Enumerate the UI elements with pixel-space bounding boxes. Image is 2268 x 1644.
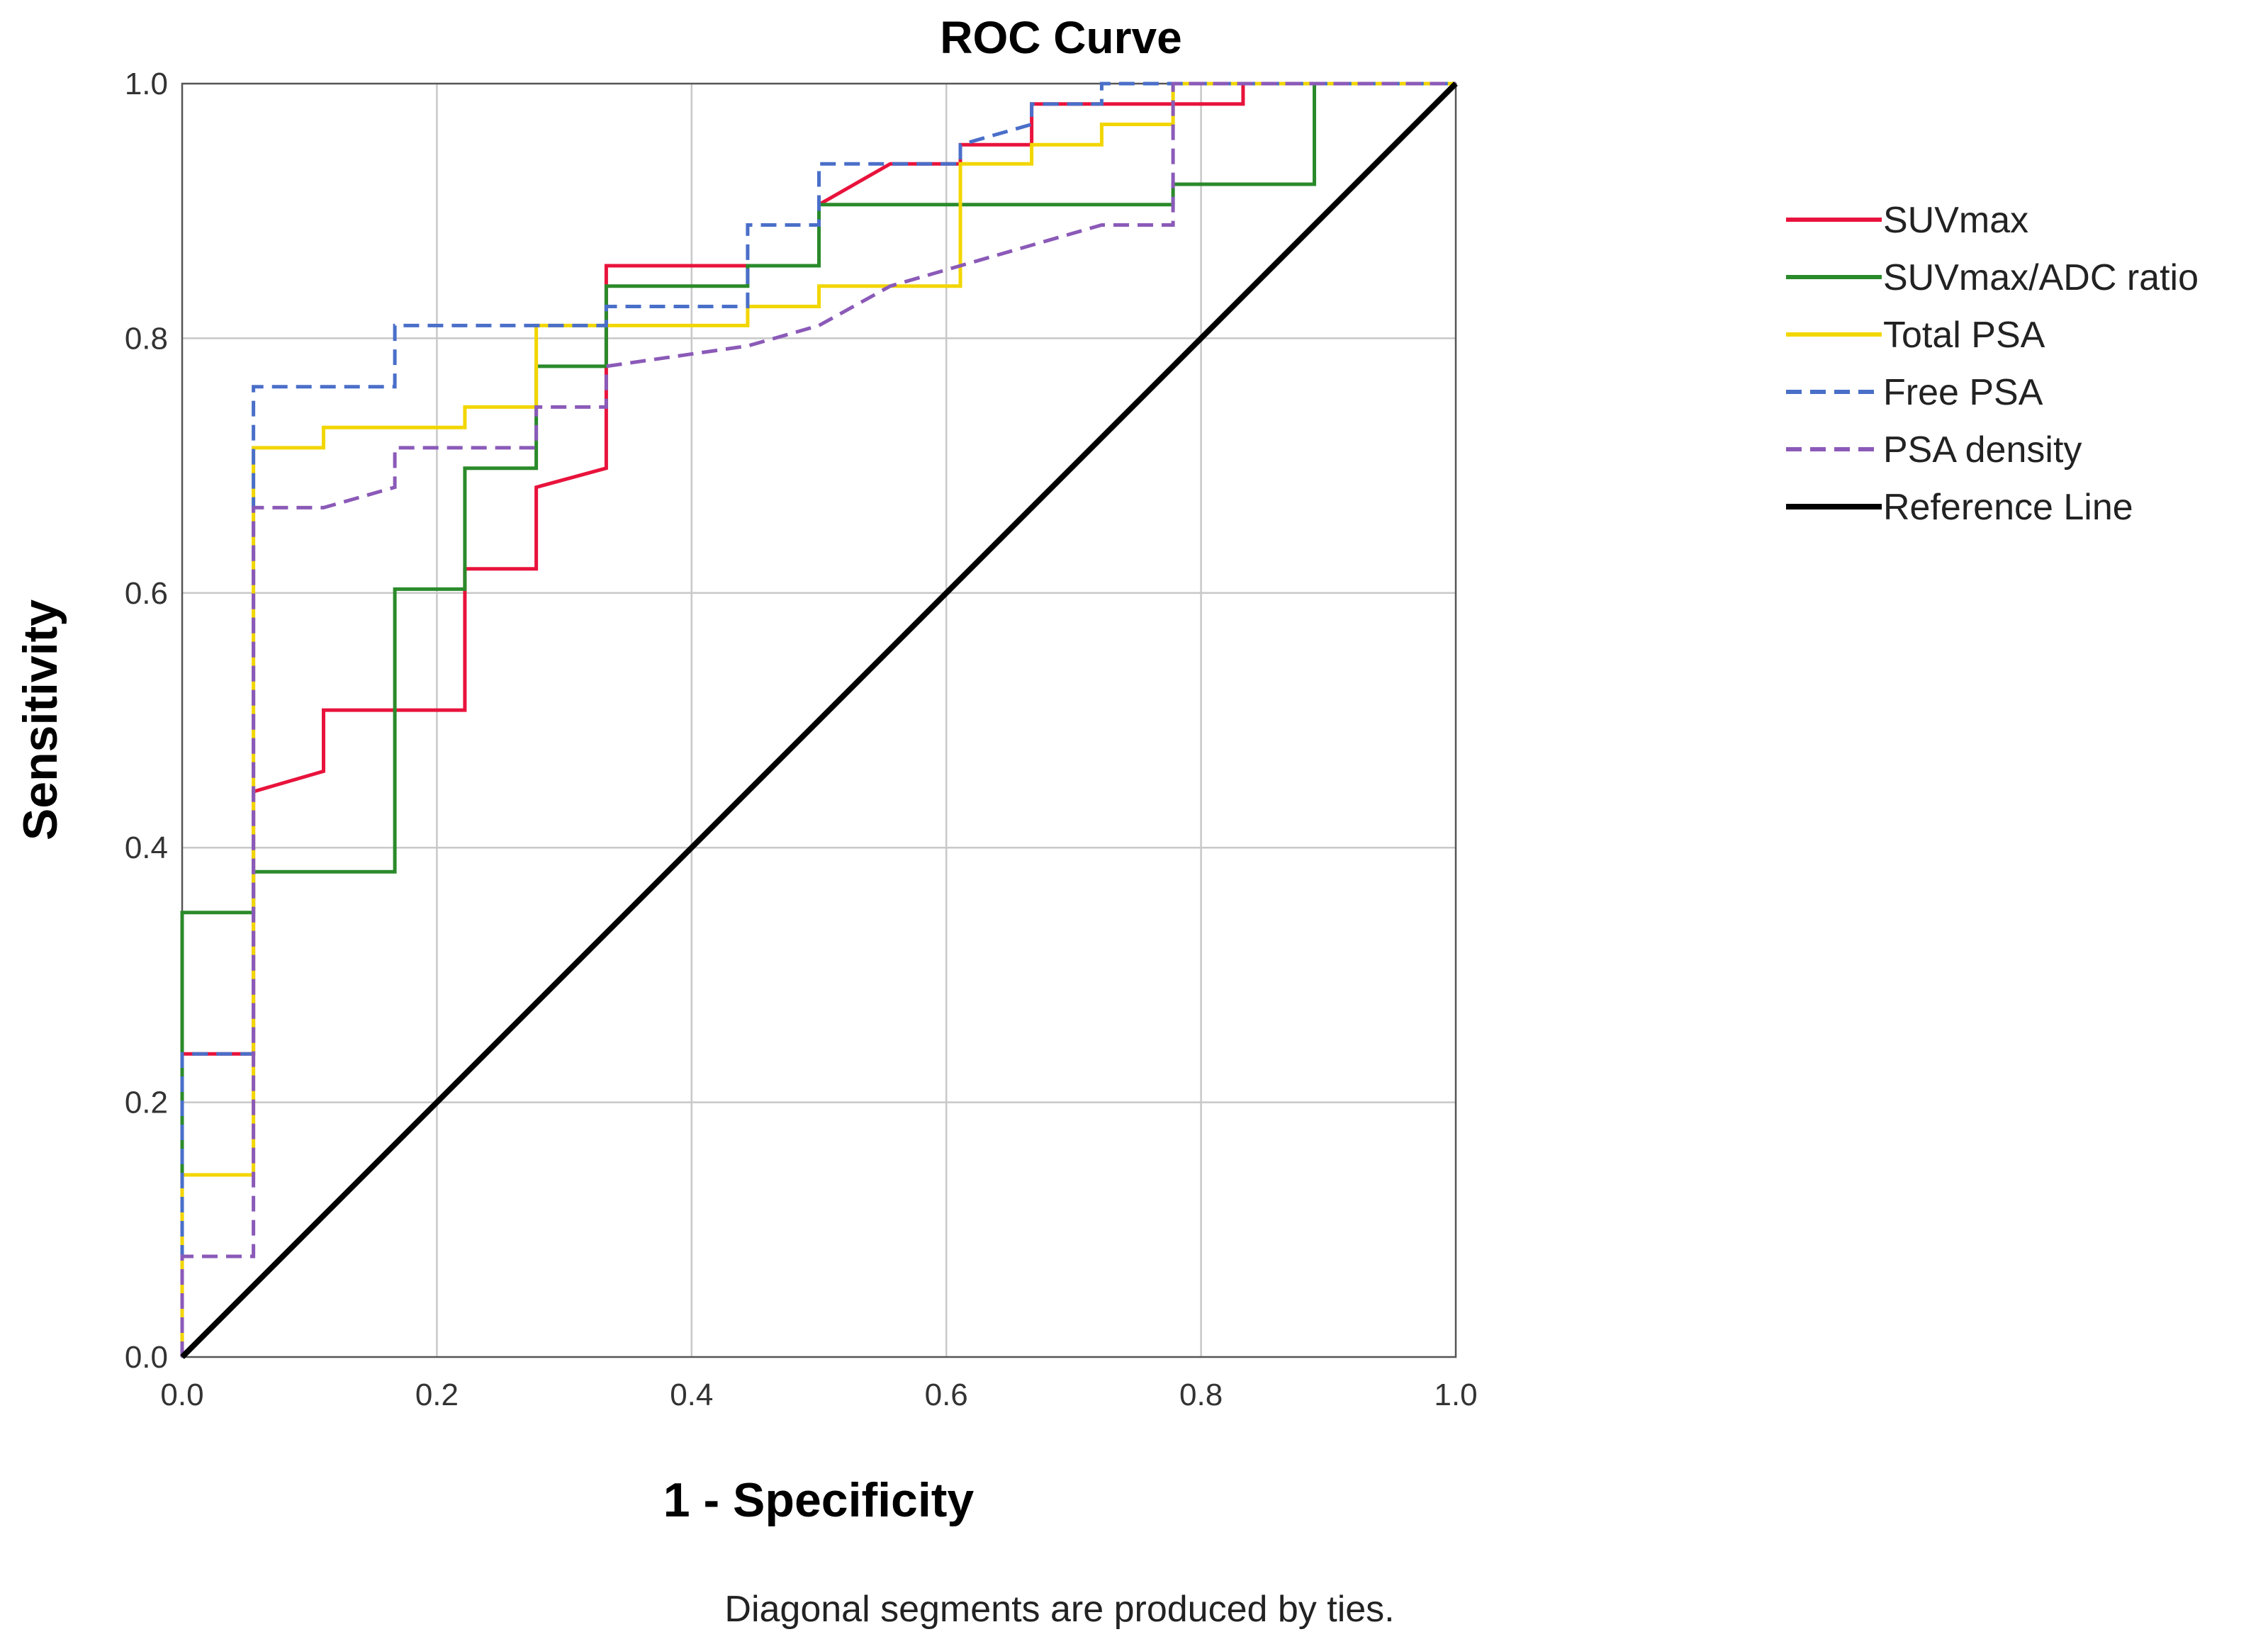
legend-label-suvmax: SUVmax [1883,200,2028,241]
series-line-psa-density [180,81,1456,1357]
y-tick-labels: 0.0 0.2 0.4 0.6 0.8 1.0 [125,67,168,1375]
chart-title: ROC Curve [940,12,1181,63]
legend-label-psa-density: PSA density [1883,429,2082,471]
x-tick-label: 0.6 [925,1378,968,1412]
y-tick-label: 0.0 [125,1340,168,1375]
x-axis-label: 1 - Specificity [663,1473,975,1527]
legend-label-total-psa: Total PSA [1883,315,2045,356]
x-tick-labels: 0.0 0.2 0.4 0.6 0.8 1.0 [160,1378,1477,1412]
y-tick-label: 0.8 [125,321,168,356]
legend-label-suvmax-adc-ratio: SUVmax/ADC ratio [1883,257,2199,298]
y-tick-label: 1.0 [125,67,168,101]
x-tick-label: 0.4 [670,1378,713,1412]
y-tick-label: 0.2 [125,1086,168,1120]
series-line-free-psa [180,81,1456,1357]
series-line-suvmax-adc-ratio [180,81,1456,1357]
series-lines [180,81,1458,1359]
footnote: Diagonal segments are produced by ties. [724,1589,1394,1630]
series-line-reference-line [180,81,1458,1359]
x-tick-label: 0.8 [1179,1378,1223,1412]
series-line-suvmax [180,81,1456,1357]
legend-label-reference-line: Reference Line [1883,487,2133,528]
plot-frame [181,82,1457,1358]
x-tick-label: 1.0 [1434,1378,1477,1412]
y-tick-label: 0.4 [125,831,168,865]
legend-label-free-psa: Free PSA [1883,372,2043,413]
y-axis-label: Sensitivity [13,599,67,840]
x-tick-label: 0.2 [415,1378,459,1412]
y-tick-label: 0.6 [125,576,168,611]
legend: SUVmax SUVmax/ADC ratio Total PSA Free PSA P… [1786,200,2199,528]
x-tick-label: 0.0 [160,1378,203,1412]
